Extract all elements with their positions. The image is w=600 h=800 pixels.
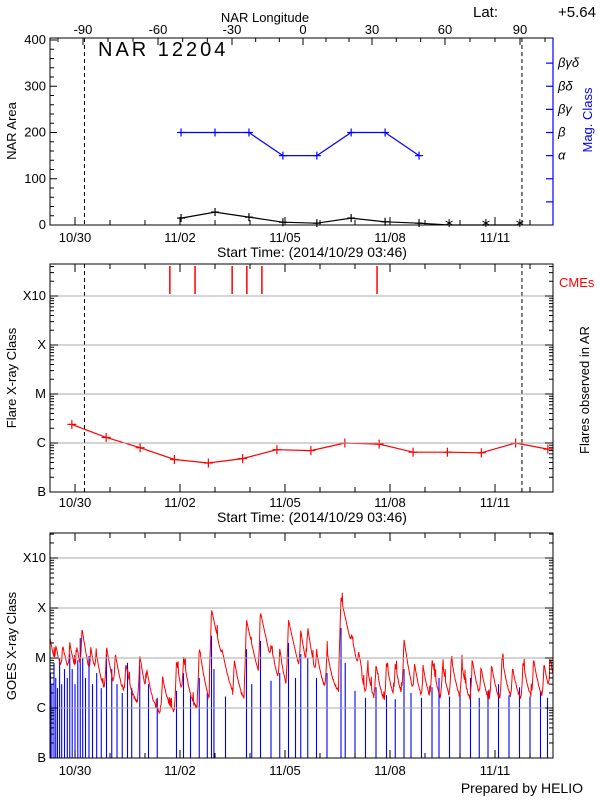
date-tick-label: 11/08 [374,763,406,778]
ytick-label: M [35,386,46,401]
date-tick-label: 11/02 [164,495,196,510]
date-tick-label: 11/05 [269,763,301,778]
longitude-tick-label: 90 [513,22,527,37]
date-tick-label: 11/11 [480,495,511,510]
start-time-caption-top: Start Time: (2014/10/29 03:46) [217,244,407,260]
ytick-label: X [37,600,46,615]
date-tick-label: 10/30 [59,230,92,245]
ytick-label: C [37,700,46,715]
date-tick-label: 11/08 [374,495,406,510]
longitude-tick-label: -30 [223,22,242,37]
date-tick-label: 11/08 [374,230,406,245]
asterisk-marker [482,220,490,226]
ytick-label: 0 [39,217,46,232]
ytick-label: X10 [23,550,46,565]
date-tick-label: 10/30 [59,763,92,778]
longitude-tick-label: 30 [365,22,379,37]
date-tick-label: 11/02 [164,763,196,778]
ytick-label: M [35,650,46,665]
latitude-label-key: Lat: [473,4,498,21]
flare-xray-ylabel: Flare X-ray Class [4,327,19,428]
mag-tick-label: β [557,125,566,140]
ytick-label: B [37,750,46,765]
date-tick-label: 11/11 [480,230,511,245]
ytick-label: C [37,435,46,450]
panel-flares: B C M X X10 10/30 11/02 11/05 11/08 11/11 [23,263,554,510]
date-tick-label: 11/11 [480,763,511,778]
asterisk-marker [516,220,524,226]
mag-tick-label: βδ [557,78,573,93]
start-time-caption-middle: Start Time: (2014/10/29 03:46) [217,509,407,525]
mag-class-curve [181,131,420,157]
mag-tick-label: α [558,148,566,163]
ytick-label: 200 [24,125,46,140]
date-tick-label: 11/02 [164,230,196,245]
panel-box [49,263,554,493]
ytick-label: B [37,484,46,499]
cmes-label: CMEs [559,275,595,290]
date-tick-label: 10/30 [59,495,92,510]
longitude-tick-label: 60 [438,22,452,37]
longitude-tick-label: -60 [149,22,168,37]
date-tick-label: 11/05 [269,230,301,245]
mag-tick-label: βγδ [557,55,580,70]
mag-class-ylabel: Mag. Class [580,87,595,153]
ytick-label: X [37,337,46,352]
latitude-label-value: +5.64 [558,4,596,21]
credit-label: Prepared by HELIO [461,780,583,796]
panel-goes: B C M X X10 10/30 11/02 11/05 11/08 11/11 [23,532,554,778]
goes-xray-ylabel: GOES X-ray Class [4,591,19,700]
date-tick-label: 11/05 [269,495,301,510]
goes-red-curve [49,592,554,715]
longitude-tick-label: -90 [74,22,93,37]
ytick-label: 100 [24,171,46,186]
ytick-label: X10 [23,288,46,303]
nar-area-ylabel: NAR Area [4,101,19,160]
longitude-tick-label: 0 [299,22,306,37]
flares-observed-label: Flares observed in AR [577,326,592,454]
nar-longitude-axis-title: NAR Longitude [221,10,309,25]
region-title: NAR 12204 [98,39,228,61]
generated-chart-layer: 0 100 200 300 400 αβ βγ βδ βγδ -90 -60 -30 0 30 60 90 10… [23,22,580,778]
mag-tick-label: βγ [557,101,573,116]
asterisk-marker [445,220,453,226]
ytick-label: 300 [24,78,46,93]
panel-nar-area: 0 100 200 300 400 αβ βγ βδ βγδ -90 -60 -30 0 30 60 90 10… [24,22,580,245]
panel-box [49,532,554,759]
ytick-label: 400 [24,32,46,47]
